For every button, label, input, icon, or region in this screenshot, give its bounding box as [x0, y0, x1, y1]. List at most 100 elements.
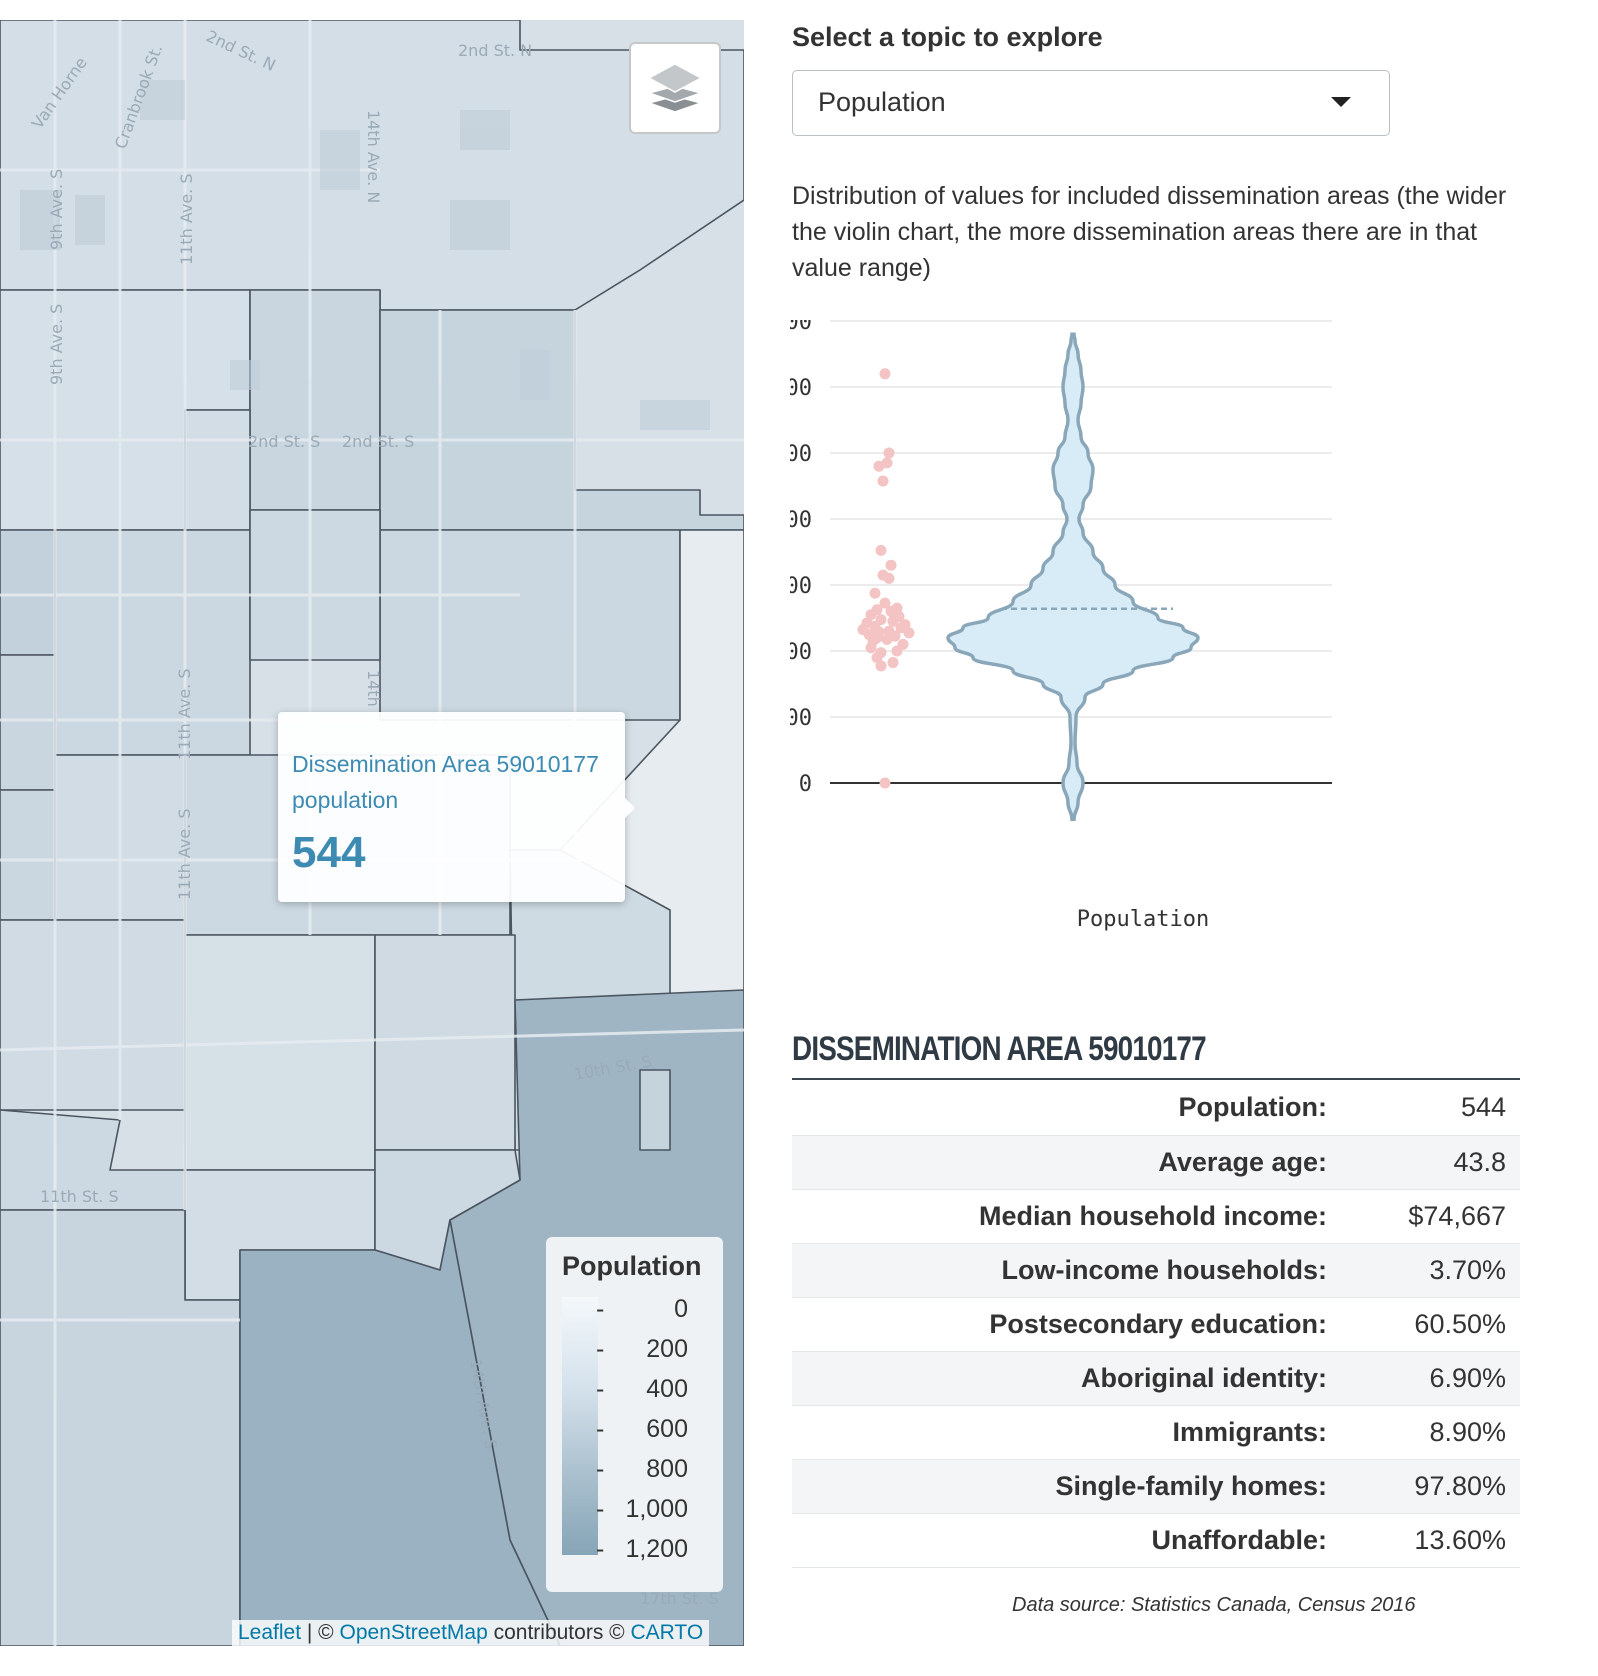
violin-chart: 0 200 400 600 800 1000 1200 1400 Population: [790, 320, 1332, 932]
attribution-separator: | ©: [301, 1621, 340, 1644]
legend-color-bar: [562, 1297, 598, 1555]
map[interactable]: 2nd St. N 2nd St. N Van Horne Cranbrook …: [0, 20, 744, 1646]
data-point: [879, 597, 891, 609]
data-point: [881, 633, 893, 645]
details-title: DISSEMINATION AREA 59010177: [792, 1030, 1207, 1068]
openstreetmap-link[interactable]: OpenStreetMap: [339, 1621, 488, 1644]
details-row: Postsecondary education: 60.50%: [792, 1297, 1520, 1351]
da-polygon: [184, 409, 251, 531]
da-polygon: [249, 289, 381, 511]
chart-description: Distribution of values for included diss…: [792, 182, 1507, 282]
data-point: [883, 447, 895, 459]
details-row-label: Postsecondary education:: [989, 1308, 1327, 1339]
legend-item: -200: [596, 1335, 688, 1363]
street-label: 11th St. S: [40, 1187, 119, 1206]
details-row-label: Single-family homes:: [1055, 1470, 1327, 1501]
tooltip-value: 544: [292, 828, 366, 877]
legend-item: -1,200: [596, 1535, 688, 1563]
layers-control-button[interactable]: [629, 42, 721, 134]
street-label: 11th Ave. S: [175, 808, 194, 900]
details-row: Population: 544: [792, 1081, 1520, 1135]
topic-select-label: Select a topic to explore: [792, 22, 1103, 52]
details-row-label: Median household income:: [978, 1200, 1327, 1231]
tooltip-area-name: Dissemination Area 59010177: [292, 751, 599, 777]
street-label: 14th Ave. N: [364, 110, 383, 203]
details-row: Low-income households: 3.70%: [792, 1243, 1520, 1297]
data-point: [903, 627, 915, 639]
data-point: [895, 622, 907, 634]
data-point: [881, 457, 893, 469]
legend-item: -400: [596, 1375, 688, 1403]
data-points: [857, 368, 915, 789]
details-row-label: Average age:: [1158, 1146, 1327, 1177]
details-row-value: 544: [1460, 1092, 1506, 1123]
legend-item: -800: [596, 1455, 688, 1483]
map-tooltip: Dissemination Area 59010177 population 5…: [278, 712, 635, 902]
da-polygon: [0, 529, 56, 656]
details-row-label: Unaffordable:: [1151, 1524, 1328, 1555]
y-tick-label: 1200: [790, 376, 812, 401]
da-polygon: [0, 789, 56, 921]
details-row: Average age: 43.8: [792, 1135, 1520, 1189]
legend-item: -0: [596, 1295, 688, 1323]
details-row-label: Aboriginal identity:: [1081, 1362, 1327, 1393]
street-label: 2nd St. S: [342, 432, 414, 451]
data-point: [879, 368, 891, 380]
details-row-value: 60.50%: [1414, 1308, 1506, 1339]
y-tick-label: 1000: [790, 442, 812, 467]
details-row-value: 6.90%: [1429, 1362, 1506, 1393]
da-polygon: [239, 1219, 561, 1646]
street-label: 11th Ave. S: [175, 668, 194, 760]
y-tick-label: 200: [790, 706, 812, 731]
tooltip-topic: population: [292, 787, 399, 813]
data-point: [887, 615, 899, 627]
details-table: Population: 544 Average age: 43.8 Median hou…: [792, 1081, 1520, 1568]
details-row-value: 43.8: [1453, 1146, 1506, 1177]
details-row-value: 3.70%: [1429, 1254, 1506, 1285]
da-polygon: [0, 654, 56, 791]
details-row-value: 13.60%: [1414, 1524, 1506, 1555]
da-polygon: [184, 934, 376, 1171]
details-row-label: Population:: [1178, 1092, 1327, 1123]
topic-select-value: Population: [818, 87, 946, 117]
leaflet-link[interactable]: Leaflet: [238, 1621, 302, 1644]
da-polygon: [0, 919, 186, 1111]
x-axis-label: Population: [1077, 907, 1209, 932]
map-legend: Population -0 -200 -400 -600 -800 -1,000…: [546, 1237, 723, 1592]
street-label: 2nd St. S: [248, 432, 320, 451]
street-label: 17th St. S: [640, 1589, 719, 1608]
data-point: [891, 645, 903, 657]
y-tick-label: 600: [790, 574, 812, 599]
data-point: [883, 572, 895, 584]
details-row-value: $74,667: [1408, 1200, 1506, 1231]
y-tick-label: 400: [790, 640, 812, 665]
legend-item: -1,000: [596, 1495, 688, 1523]
data-source-note: Data source: Statistics Canada, Census 2…: [1012, 1594, 1416, 1616]
details-row: Median household income: $74,667: [792, 1189, 1520, 1243]
da-polygon: [374, 934, 516, 1151]
y-tick-label: 800: [790, 508, 812, 533]
details-row-label: Immigrants:: [1172, 1416, 1327, 1447]
da-polygon: [249, 509, 381, 661]
details-row: Unaffordable: 13.60%: [792, 1513, 1520, 1567]
violin-shape: [946, 332, 1200, 822]
street-label: 9th Ave. S: [47, 169, 66, 250]
y-tick-label: 1400: [790, 320, 812, 335]
layers-icon: [647, 63, 703, 113]
street-label: 2nd St. N: [458, 41, 532, 60]
details-row-label: Low-income households:: [1001, 1254, 1327, 1285]
details-row: Immigrants: 8.90%: [792, 1405, 1520, 1459]
chevron-down-icon: [1331, 97, 1351, 107]
data-point: [869, 587, 881, 599]
data-point: [885, 559, 897, 571]
details-divider: [792, 1078, 1520, 1080]
topic-select[interactable]: Population: [792, 70, 1390, 136]
data-point: [871, 652, 883, 664]
data-point: [885, 605, 897, 617]
data-point: [865, 642, 877, 654]
details-row-value: 97.80%: [1414, 1470, 1506, 1501]
da-polygon: [639, 1069, 671, 1151]
carto-link[interactable]: CARTO: [630, 1621, 704, 1644]
legend-title: Population: [562, 1251, 702, 1281]
map-attribution: Leaflet | © OpenStreetMap contributors ©…: [232, 1620, 710, 1646]
